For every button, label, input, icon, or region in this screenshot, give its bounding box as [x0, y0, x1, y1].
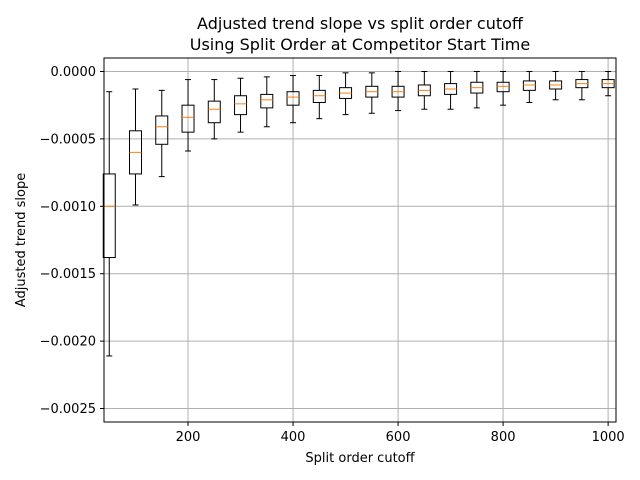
x-tick-label: 1000	[592, 430, 625, 445]
box-item	[102, 91, 116, 357]
x-tick-label: 200	[176, 430, 201, 445]
box-iqr	[286, 91, 300, 106]
x-tick-label: 400	[281, 430, 306, 445]
y-tick-label: −0.0005	[40, 132, 96, 147]
box-iqr	[181, 104, 195, 133]
box-iqr	[260, 93, 274, 109]
box-series	[102, 70, 615, 357]
y-tick-label: −0.0010	[40, 200, 96, 215]
box-item	[181, 79, 195, 152]
box-item	[260, 76, 274, 128]
x-tick-label: 600	[386, 430, 411, 445]
box-item	[129, 88, 143, 206]
box-iqr	[312, 89, 326, 103]
box-item	[522, 70, 536, 103]
grid-lines	[104, 58, 616, 422]
box-item	[601, 70, 615, 97]
box-item	[365, 72, 379, 114]
box-item	[339, 72, 353, 116]
chart-subtitle: Using Split Order at Competitor Start Ti…	[190, 35, 530, 54]
y-tick-label: −0.0015	[40, 267, 96, 282]
box-iqr	[155, 115, 169, 145]
y-axis-ticks: 0.0000 −0.0005 −0.0010 −0.0015 −0.0020 −0.002…	[40, 65, 104, 417]
plot-frame	[103, 57, 617, 423]
box-item	[549, 70, 563, 101]
box-item	[417, 70, 431, 110]
box-item	[470, 70, 484, 109]
box-iqr	[234, 95, 248, 116]
chart-title: Adjusted trend slope vs split order cuto…	[197, 14, 524, 33]
box-item	[286, 75, 300, 124]
x-axis-label: Split order cutoff	[305, 451, 415, 466]
box-item	[234, 77, 248, 133]
box-item	[155, 89, 169, 178]
y-axis-label: Adjusted trend slope	[14, 173, 29, 307]
box-item	[444, 70, 458, 110]
box-item	[312, 75, 326, 120]
box-item	[207, 79, 221, 140]
y-tick-label: 0.0000	[51, 65, 97, 80]
box-item	[496, 70, 510, 106]
box-iqr	[102, 173, 116, 259]
y-tick-label: −0.0020	[40, 335, 96, 350]
x-tick-label: 800	[491, 430, 516, 445]
box-iqr	[496, 81, 510, 93]
box-item	[575, 70, 589, 101]
y-tick-label: −0.0025	[40, 402, 96, 417]
box-item	[391, 70, 405, 112]
box-iqr	[207, 100, 221, 124]
x-axis-ticks: 200 400 600 800 1000	[176, 422, 625, 445]
box-iqr	[522, 80, 536, 91]
